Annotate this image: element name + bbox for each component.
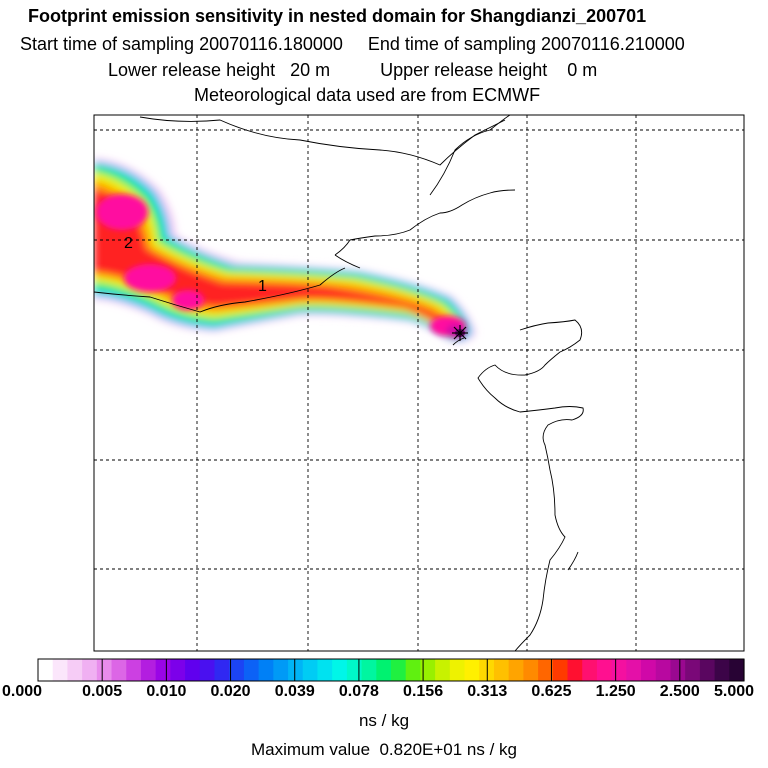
colorbar-cell (229, 659, 245, 681)
colorbar-cell (670, 659, 686, 681)
contour-label-1: 1 (258, 278, 267, 295)
colorbar-cell (405, 659, 422, 681)
colorbar-tick-label: 2.500 (659, 683, 700, 700)
colorbar-tick-label: 1.250 (595, 683, 636, 700)
sampling-time-line: Start time of sampling 20070116.180000 E… (20, 34, 685, 54)
colorbar-cell (641, 659, 657, 681)
colorbar-cell (126, 659, 142, 681)
colorbar-cell (464, 659, 480, 681)
colorbar-cell (302, 659, 319, 681)
met-data-line: Meteorological data used are from ECMWF (194, 85, 541, 105)
lat-lon-gridlines (94, 115, 744, 651)
colorbar-cell (258, 659, 274, 681)
colorbar-cell (199, 659, 216, 681)
colorbar-cell (582, 659, 598, 681)
colorbar-cell (435, 659, 451, 681)
colorbar-cell (449, 659, 466, 681)
colorbar-cell (82, 659, 98, 681)
colorbar-cell (420, 659, 436, 681)
colorbar-cell (391, 659, 407, 681)
colorbar-cell (655, 659, 672, 681)
colorbar-cell (729, 659, 745, 681)
colorbar-tick-label: 0.078 (338, 683, 379, 700)
colorbar-cell (67, 659, 83, 681)
colorbar-cell (140, 659, 157, 681)
colorbar-cell (170, 659, 186, 681)
colorbar-cell (52, 659, 69, 681)
colorbar-tick-label: 5.000 (713, 683, 755, 700)
colorbar-cell (38, 659, 54, 681)
colorbar-units: ns / kg (358, 711, 410, 730)
colorbar-cell (273, 659, 289, 681)
map-frame (93, 114, 745, 652)
colorbar-cell (685, 659, 701, 681)
colorbar-cell (96, 659, 113, 681)
coastlines-borders (94, 115, 584, 651)
colorbar-cell (567, 659, 583, 681)
colorbar-cell (332, 659, 348, 681)
colorbar-cell (714, 659, 730, 681)
colorbar-tick-label: 0.010 (146, 683, 187, 700)
colorbar-cell (111, 659, 127, 681)
colorbar-cell (493, 659, 510, 681)
max-value-label: Maximum value 0.820E+01 ns / kg (251, 740, 517, 759)
colorbar-tick-label: 0.000 (1, 683, 43, 700)
colorbar-tick-label: 0.005 (82, 683, 123, 700)
colorbar-cell (626, 659, 642, 681)
colorbar-cell (376, 659, 392, 681)
colorbar-tick-label: 0.625 (531, 683, 572, 700)
plot-title: Footprint emission sensitivity in nested… (28, 6, 647, 26)
colorbar-cell (596, 659, 613, 681)
colorbar-cell (611, 659, 627, 681)
colorbar-cell (523, 659, 539, 681)
receptor-star-icon (452, 325, 468, 341)
colorbar-tick-label: 0.020 (210, 683, 251, 700)
colorbar-cell (288, 659, 304, 681)
footprint-plume (94, 158, 476, 343)
release-height-line: Lower release height 20 m Upper release … (108, 60, 598, 80)
colorbar-cell (699, 659, 716, 681)
colorbar-cell (361, 659, 377, 681)
colorbar-frame (37, 658, 745, 682)
colorbar-tick-label: 0.039 (274, 683, 315, 700)
colorbar-tick-label: 0.156 (403, 683, 444, 700)
contour-label-2: 2 (124, 235, 133, 252)
colorbar-cell (508, 659, 524, 681)
colorbar-cell (185, 659, 201, 681)
colorbar-tick-label: 0.313 (467, 683, 508, 700)
colorbar-cell (346, 659, 363, 681)
colorbar-cell (214, 659, 230, 681)
colorbar-cell (317, 659, 333, 681)
colorbar-cell (243, 659, 260, 681)
colorbar-cell (538, 659, 554, 681)
colorbar-cell (155, 659, 171, 681)
colorbar-cell (552, 659, 569, 681)
